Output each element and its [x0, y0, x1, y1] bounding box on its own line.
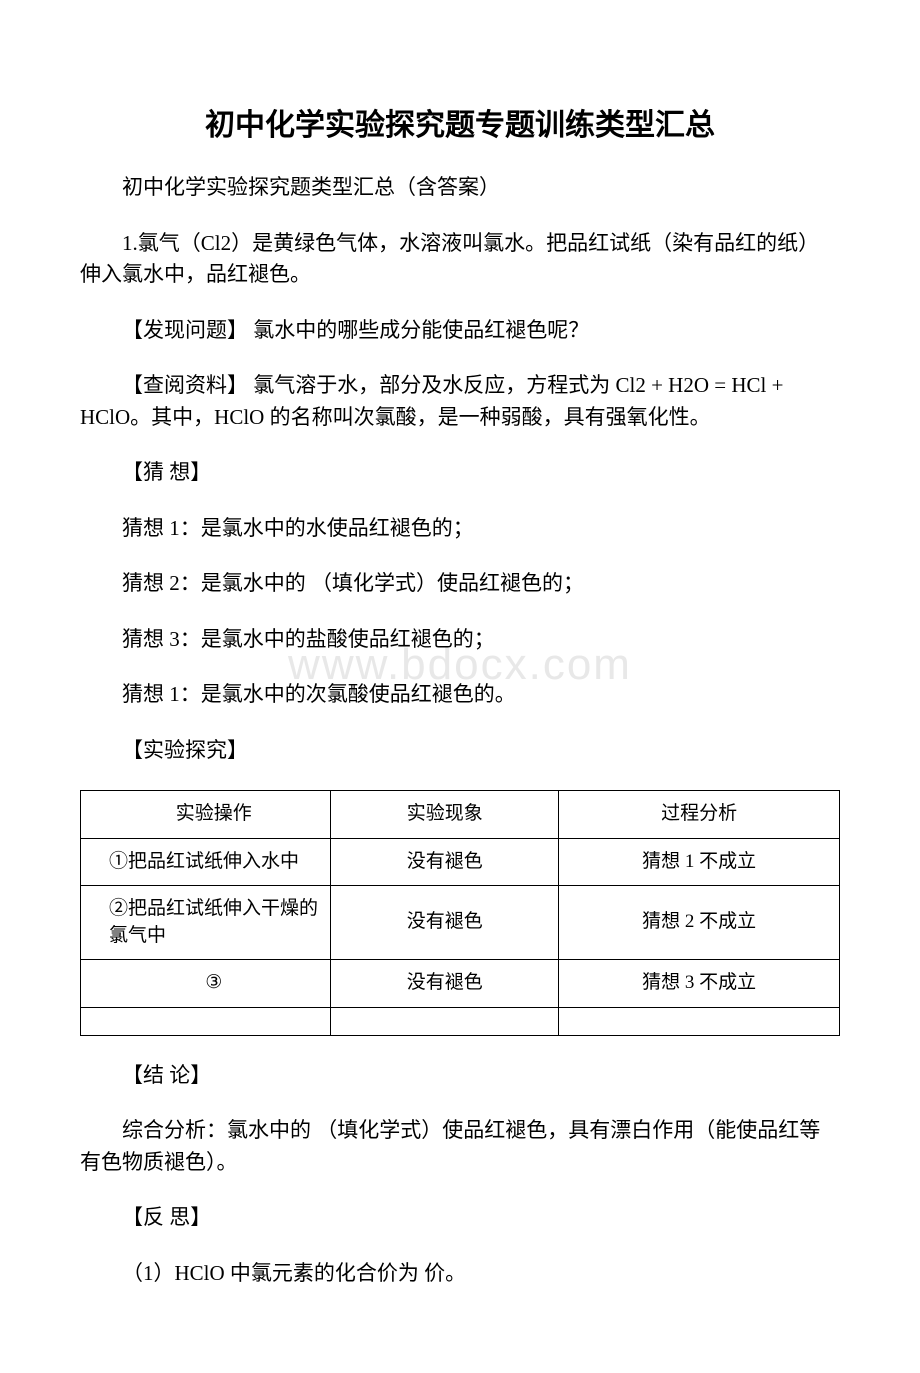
table-header-row: 实验操作 实验现象 过程分析 — [81, 791, 840, 839]
table-cell-r3c3: 猜想 3 不成立 — [559, 960, 840, 1008]
table-cell-r3c2: 没有褪色 — [331, 960, 559, 1008]
table-header-col1: 实验操作 — [81, 791, 331, 839]
paragraph-conclusion-header: 【结 论】 — [80, 1060, 840, 1092]
paragraph-conclusion: 综合分析：氯水中的 （填化学式）使品红褪色，具有漂白作用（能使品红等有色物质褪色… — [80, 1115, 840, 1178]
paragraph-experiment-header: 【实验探究】 — [80, 735, 840, 767]
table-cell-r2c1: ②把品红试纸伸入干燥的氯气中 — [81, 886, 331, 960]
hypothesis-3: 猜想 3：是氯水中的盐酸使品红褪色的； — [80, 624, 840, 656]
paragraph-reference: 【查阅资料】 氯气溶于水，部分及水反应，方程式为 Cl2 + H2O = HCl… — [80, 370, 840, 433]
hypothesis-2: 猜想 2：是氯水中的 （填化学式）使品红褪色的； — [80, 568, 840, 600]
table-row: ①把品红试纸伸入水中 没有褪色 猜想 1 不成立 — [81, 838, 840, 886]
page-title: 初中化学实验探究题专题训练类型汇总 — [80, 100, 840, 144]
paragraph-hypothesis-header: 【猜 想】 — [80, 457, 840, 489]
table-cell-r2c2: 没有褪色 — [331, 886, 559, 960]
table-cell-empty2 — [331, 1007, 559, 1035]
table-header-col2: 实验现象 — [331, 791, 559, 839]
table-cell-r1c1: ①把品红试纸伸入水中 — [81, 838, 331, 886]
hypothesis-4: 猜想 1：是氯水中的次氯酸使品红褪色的。 — [80, 679, 840, 711]
hypothesis-1: 猜想 1：是氯水中的水使品红褪色的； — [80, 513, 840, 545]
table-cell-r3c1: ③ — [81, 960, 331, 1008]
table-cell-r1c2: 没有褪色 — [331, 838, 559, 886]
table-cell-r2c3: 猜想 2 不成立 — [559, 886, 840, 960]
table-row: ③ 没有褪色 猜想 3 不成立 — [81, 960, 840, 1008]
table-cell-empty1 — [81, 1007, 331, 1035]
paragraph-reflection-header: 【反 思】 — [80, 1202, 840, 1234]
table-cell-empty3 — [559, 1007, 840, 1035]
table-cell-r1c3: 猜想 1 不成立 — [559, 838, 840, 886]
subtitle-text: 初中化学实验探究题类型汇总（含答案） — [80, 172, 840, 204]
table-row: ②把品红试纸伸入干燥的氯气中 没有褪色 猜想 2 不成立 — [81, 886, 840, 960]
paragraph-1: 1.氯气（Cl2）是黄绿色气体，水溶液叫氯水。把品红试纸（染有品红的纸）伸入氯水… — [80, 228, 840, 291]
experiment-table: 实验操作 实验现象 过程分析 ①把品红试纸伸入水中 没有褪色 猜想 1 不成立 … — [80, 790, 840, 1036]
paragraph-reflection-1: （1）HClO 中氯元素的化合价为 价。 — [80, 1258, 840, 1290]
paragraph-discover: 【发现问题】 氯水中的哪些成分能使品红褪色呢？ — [80, 315, 840, 347]
table-empty-row — [81, 1007, 840, 1035]
table-header-col3: 过程分析 — [559, 791, 840, 839]
